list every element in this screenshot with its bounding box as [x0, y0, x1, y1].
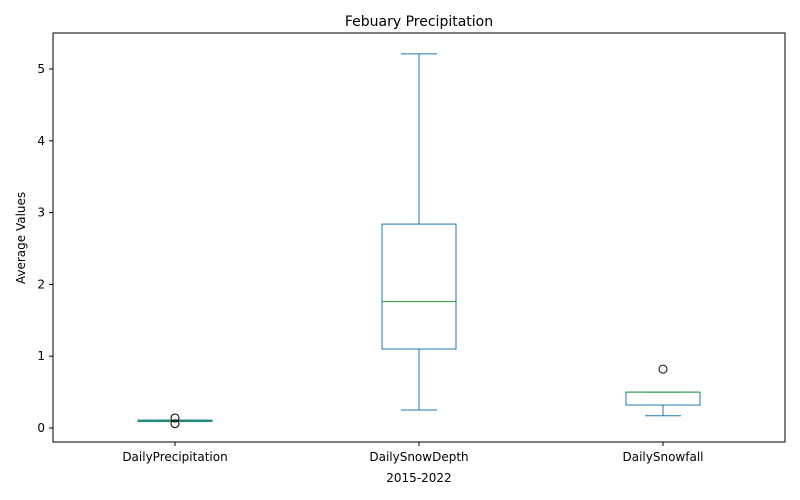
box-group-dailysnowdepth [381, 53, 457, 411]
outlier-point [170, 419, 180, 429]
chart-title: Febuary Precipitation [345, 14, 493, 30]
x-axis-label: 2015-2022 [386, 471, 451, 485]
x-tick-label: DailySnowfall [623, 450, 704, 464]
y-tick-label: 3 [37, 206, 45, 220]
box-group-dailysnowfall [625, 364, 701, 417]
x-tick-label: DailySnowDepth [369, 450, 468, 464]
iqr-box [625, 391, 701, 406]
y-tick-label: 1 [37, 349, 45, 363]
y-axis: 0 1 2 3 4 5 [37, 62, 53, 435]
plot-area [137, 53, 701, 429]
box-group-dailyprecipitation [137, 413, 213, 429]
y-tick-label: 4 [37, 134, 45, 148]
y-axis-label: Average Values [14, 192, 28, 284]
outlier-point [170, 413, 180, 423]
iqr-box [381, 223, 457, 350]
y-tick-label: 2 [37, 277, 45, 291]
outlier-point [658, 364, 668, 374]
x-axis: DailyPrecipitation DailySnowDepth DailySno… [122, 442, 704, 464]
x-tick-label: DailyPrecipitation [122, 450, 227, 464]
y-tick-label: 0 [37, 421, 45, 435]
y-tick-label: 5 [37, 62, 45, 76]
